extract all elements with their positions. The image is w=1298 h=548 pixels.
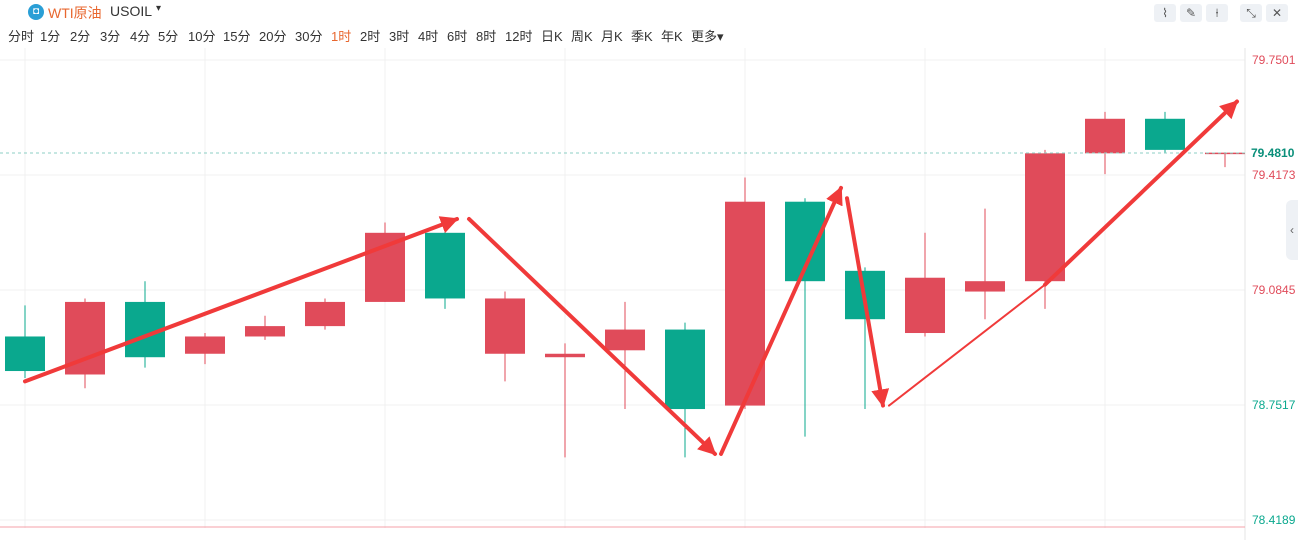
candle-body bbox=[425, 232, 465, 299]
timeframe-2[interactable]: 2分 bbox=[70, 29, 91, 44]
chart-header: ◘ WTI原油 USOIL ▾ ⌇ ✎ ⍿ ⤡ ✕ bbox=[0, 0, 1298, 24]
draw-icon[interactable]: ✎ bbox=[1180, 4, 1202, 22]
shrink-icon[interactable]: ⤡ bbox=[1240, 4, 1262, 22]
y-tick-label: 79.0845 bbox=[1252, 283, 1296, 297]
last-price-label: 79.4810 bbox=[1251, 146, 1295, 160]
candlestick-chart: 79.7501 79.4173 79.0845 78.7517 78.4189 79.48… bbox=[0, 48, 1298, 540]
trend-arrow bbox=[719, 185, 843, 456]
candle-body bbox=[245, 326, 285, 337]
candle-body bbox=[305, 301, 345, 327]
instrument-code[interactable]: USOIL bbox=[110, 3, 153, 19]
timeframe-8[interactable]: 20分 bbox=[259, 29, 287, 44]
y-tick-label: 78.7517 bbox=[1252, 398, 1296, 412]
candle-body bbox=[5, 336, 45, 372]
candle-body bbox=[185, 336, 225, 354]
trend-arrow bbox=[467, 216, 717, 456]
timeframe-7[interactable]: 15分 bbox=[223, 29, 251, 44]
candle-body bbox=[965, 281, 1005, 292]
timeframe-16[interactable]: 12时 bbox=[505, 29, 533, 44]
trend-arrow bbox=[1043, 99, 1239, 287]
candle-body bbox=[725, 201, 765, 406]
indicator-icon[interactable]: ⌇ bbox=[1154, 4, 1176, 22]
candle-body bbox=[605, 329, 645, 351]
timeframe-4[interactable]: 4分 bbox=[130, 29, 151, 44]
timeframe-11[interactable]: 2时 bbox=[360, 29, 381, 44]
instrument-logo-icon: ◘ bbox=[28, 4, 44, 20]
timeframe-1[interactable]: 1分 bbox=[40, 29, 61, 44]
trend-line bbox=[888, 283, 1046, 407]
chart-tools: ⌇ ✎ ⍿ ⤡ ✕ bbox=[1154, 4, 1288, 22]
timeframe-9[interactable]: 30分 bbox=[295, 29, 323, 44]
chevron-left-icon: ‹ bbox=[1290, 223, 1294, 237]
candle-body bbox=[1145, 118, 1185, 150]
candle-body bbox=[365, 232, 405, 302]
timeframe-0[interactable]: 分时 bbox=[8, 29, 35, 44]
y-tick-label: 78.4189 bbox=[1252, 513, 1296, 527]
y-tick-label: 79.7501 bbox=[1252, 53, 1296, 67]
timeframe-22[interactable]: 更多▾ bbox=[691, 29, 724, 44]
candle-body bbox=[905, 277, 945, 334]
timeframe-3[interactable]: 3分 bbox=[100, 29, 121, 44]
trend-arrow bbox=[23, 216, 459, 384]
instrument-name[interactable]: WTI原油 bbox=[48, 5, 102, 21]
side-panel-toggle[interactable]: ‹ bbox=[1286, 200, 1298, 260]
close-icon[interactable]: ✕ bbox=[1266, 4, 1288, 22]
timeframe-14[interactable]: 6时 bbox=[447, 29, 468, 44]
timeframe-15[interactable]: 8时 bbox=[476, 29, 497, 44]
candle-body bbox=[545, 353, 585, 358]
timeframe-6[interactable]: 10分 bbox=[188, 29, 216, 44]
candle-body bbox=[1025, 153, 1065, 282]
timeframe-19[interactable]: 月K bbox=[601, 29, 623, 44]
timeframe-17[interactable]: 日K bbox=[541, 29, 563, 44]
timeframe-20[interactable]: 季K bbox=[631, 29, 653, 44]
candle-body bbox=[1085, 118, 1125, 154]
timeframe-21[interactable]: 年K bbox=[661, 29, 683, 44]
timeframe-12[interactable]: 3时 bbox=[389, 29, 410, 44]
chevron-down-icon[interactable]: ▾ bbox=[156, 3, 162, 14]
last-price-label-bg bbox=[1246, 143, 1298, 162]
timeframe-5[interactable]: 5分 bbox=[158, 29, 179, 44]
candle-type-icon[interactable]: ⍿ bbox=[1206, 4, 1228, 22]
y-tick-label: 79.4173 bbox=[1252, 168, 1296, 182]
timeframe-13[interactable]: 4时 bbox=[418, 29, 439, 44]
trend-arrow bbox=[845, 196, 890, 408]
timeframe-10[interactable]: 1时 bbox=[331, 29, 352, 44]
timeframe-18[interactable]: 周K bbox=[571, 29, 593, 44]
candle-body bbox=[665, 329, 705, 410]
candle-body bbox=[485, 298, 525, 354]
